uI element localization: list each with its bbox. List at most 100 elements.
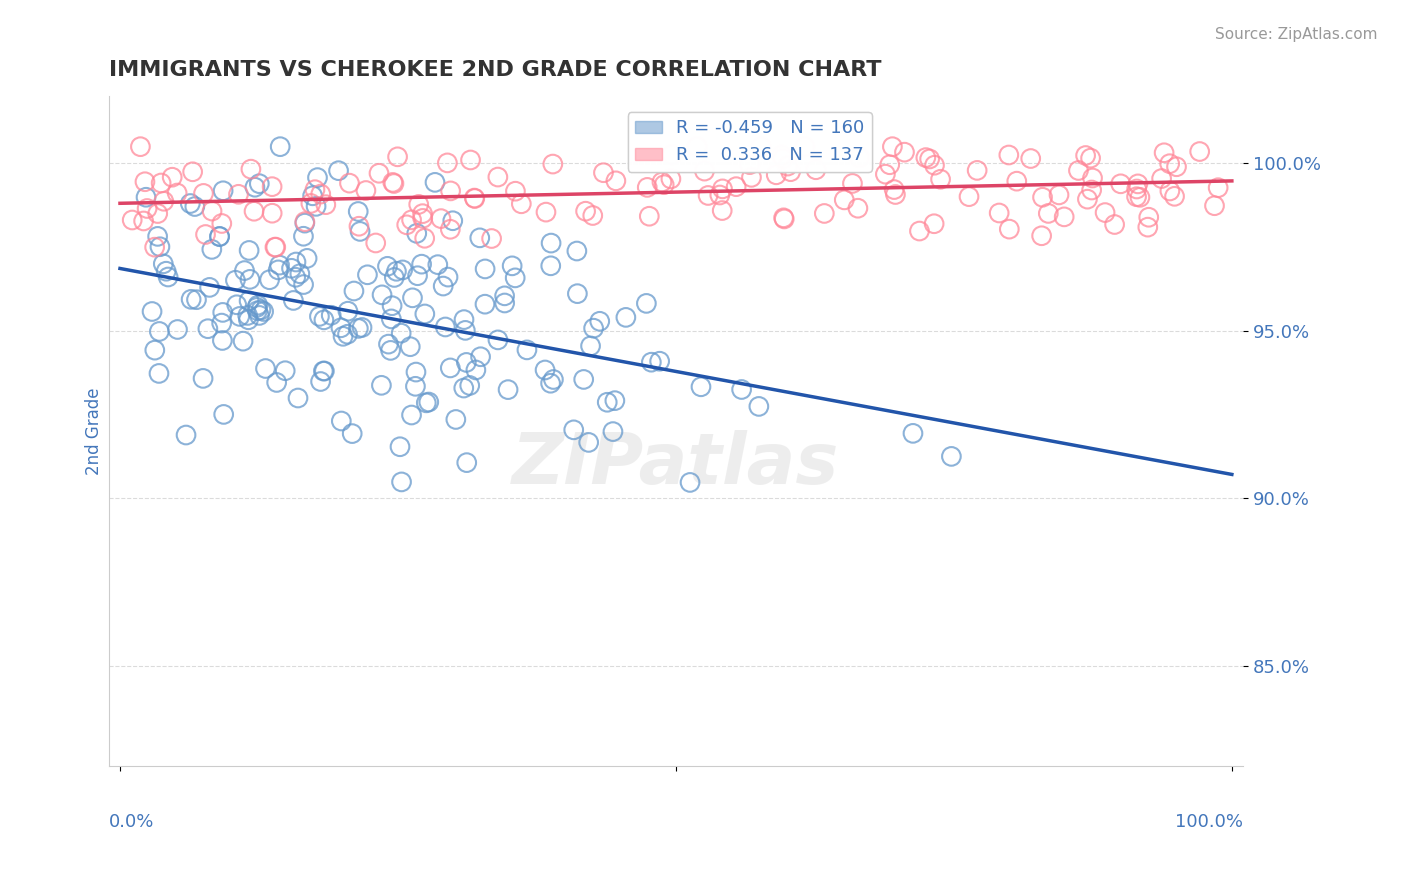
Point: [738, 158, 761, 172]
Point: [395, 218, 418, 232]
Point: [988, 206, 1011, 220]
Point: [534, 363, 557, 377]
Point: [454, 323, 477, 337]
Point: [284, 270, 307, 285]
Point: [387, 150, 409, 164]
Point: [602, 425, 624, 439]
Point: [1166, 160, 1188, 174]
Point: [287, 391, 309, 405]
Point: [166, 322, 188, 336]
Point: [426, 258, 449, 272]
Point: [211, 217, 233, 231]
Point: [330, 414, 353, 428]
Point: [841, 177, 863, 191]
Point: [233, 263, 256, 277]
Point: [129, 139, 152, 153]
Point: [1137, 211, 1160, 225]
Point: [648, 354, 671, 368]
Point: [779, 164, 801, 178]
Point: [503, 271, 526, 285]
Point: [253, 304, 276, 318]
Point: [343, 284, 366, 298]
Point: [228, 187, 250, 202]
Point: [388, 440, 411, 454]
Point: [1019, 152, 1042, 166]
Point: [1081, 171, 1104, 186]
Point: [776, 159, 799, 173]
Point: [474, 261, 496, 276]
Point: [191, 371, 214, 385]
Point: [458, 378, 481, 392]
Point: [460, 153, 482, 167]
Point: [148, 325, 170, 339]
Point: [464, 363, 486, 377]
Point: [592, 166, 614, 180]
Point: [432, 279, 454, 293]
Point: [381, 299, 404, 313]
Point: [146, 206, 169, 220]
Point: [404, 379, 426, 393]
Text: 0.0%: 0.0%: [108, 814, 155, 831]
Point: [208, 229, 231, 244]
Point: [725, 179, 748, 194]
Point: [347, 204, 370, 219]
Point: [350, 320, 373, 334]
Legend: R = -0.459   N = 160, R =  0.336   N = 137: R = -0.459 N = 160, R = 0.336 N = 137: [627, 112, 872, 171]
Point: [212, 184, 235, 198]
Point: [238, 244, 260, 258]
Point: [661, 147, 683, 161]
Point: [371, 288, 394, 302]
Point: [470, 350, 492, 364]
Text: Source: ZipAtlas.com: Source: ZipAtlas.com: [1215, 27, 1378, 42]
Point: [413, 231, 436, 245]
Point: [1032, 190, 1054, 204]
Point: [496, 383, 519, 397]
Point: [264, 240, 287, 254]
Point: [399, 340, 422, 354]
Point: [246, 298, 269, 312]
Point: [1125, 182, 1147, 196]
Point: [589, 314, 612, 328]
Point: [423, 175, 446, 189]
Point: [772, 152, 794, 166]
Point: [582, 321, 605, 335]
Point: [415, 396, 437, 410]
Text: ZIPatlas: ZIPatlas: [512, 430, 839, 500]
Point: [208, 229, 231, 244]
Point: [574, 204, 596, 219]
Point: [380, 343, 402, 358]
Point: [765, 168, 787, 182]
Point: [510, 196, 533, 211]
Point: [486, 169, 509, 184]
Point: [1163, 189, 1185, 203]
Point: [1005, 174, 1028, 188]
Point: [380, 312, 402, 326]
Point: [336, 304, 359, 318]
Point: [266, 376, 288, 390]
Point: [295, 252, 318, 266]
Point: [364, 235, 387, 250]
Point: [636, 180, 658, 194]
Point: [299, 196, 322, 211]
Point: [228, 310, 250, 324]
Point: [437, 270, 460, 285]
Point: [236, 309, 259, 323]
Point: [274, 364, 297, 378]
Point: [232, 334, 254, 348]
Point: [413, 307, 436, 321]
Point: [247, 309, 270, 323]
Point: [305, 199, 328, 213]
Point: [405, 227, 427, 241]
Point: [239, 272, 262, 286]
Point: [368, 166, 391, 180]
Point: [405, 365, 427, 379]
Point: [1053, 210, 1076, 224]
Point: [194, 227, 217, 242]
Point: [453, 381, 475, 395]
Point: [149, 240, 172, 254]
Point: [152, 257, 174, 271]
Point: [143, 343, 166, 358]
Point: [1204, 199, 1226, 213]
Point: [269, 139, 291, 153]
Point: [347, 219, 370, 234]
